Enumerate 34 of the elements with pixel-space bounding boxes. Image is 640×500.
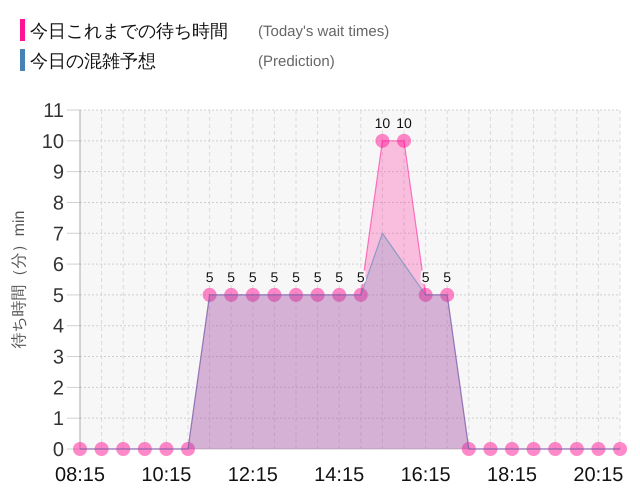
data-label: 5 xyxy=(248,268,257,285)
x-tick-label: 18:15 xyxy=(486,464,538,486)
y-tick-label: 7 xyxy=(52,223,64,246)
data-label: 10 xyxy=(374,114,390,131)
y-tick-label: 1 xyxy=(52,408,64,430)
x-tick-label: 16:15 xyxy=(400,464,451,486)
y-tick-label: 9 xyxy=(52,162,64,184)
data-label: 5 xyxy=(443,268,452,285)
x-tick-label: 20:15 xyxy=(573,464,624,486)
data-label: 5 xyxy=(227,268,236,285)
data-label: 5 xyxy=(292,268,300,285)
data-label: 5 xyxy=(314,268,322,285)
y-tick-label: 4 xyxy=(52,316,64,338)
x-tick-label: 12:15 xyxy=(228,464,278,486)
y-tick-label: 8 xyxy=(52,192,64,214)
x-tick-label: 10:15 xyxy=(141,464,192,486)
y-tick-label: 3 xyxy=(52,346,64,369)
x-tick-label: 08:15 xyxy=(54,464,106,486)
legend-label: 今日の混雑予想 xyxy=(30,51,156,71)
x-tick-label: 14:15 xyxy=(314,464,364,486)
y-label: 待ち時間（分）min xyxy=(11,210,28,348)
y-tick-label: 10 xyxy=(42,130,64,153)
y-tick-label: 6 xyxy=(52,254,64,276)
data-label: 5 xyxy=(335,268,344,285)
data-label: 5 xyxy=(206,268,214,285)
data-label: 10 xyxy=(396,114,412,131)
y-tick-label: 5 xyxy=(52,284,64,307)
annotation: (Today's wait times) xyxy=(258,23,390,40)
y-tick-label: 2 xyxy=(52,377,64,400)
y-tick-label: 0 xyxy=(52,439,64,461)
data-label: 5 xyxy=(270,268,278,285)
y-tick-label: 11 xyxy=(43,100,64,122)
legend-label: 今日これまでの待ち時間 xyxy=(30,21,228,41)
annotation: (Prediction) xyxy=(258,53,335,70)
